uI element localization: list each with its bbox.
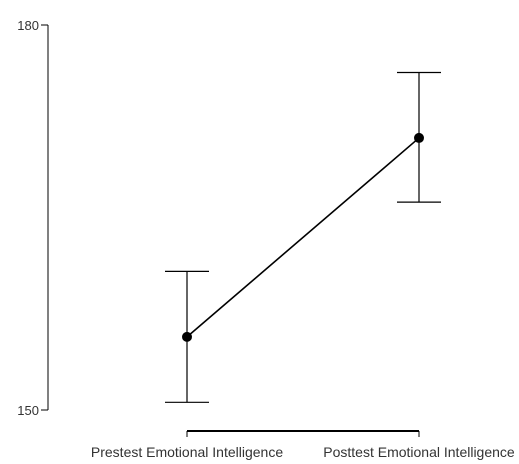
y-tick-label-1: 180: [17, 18, 39, 33]
y-ticks: 150 180: [17, 18, 48, 418]
points: [182, 132, 424, 342]
series-line: [186, 137, 420, 338]
data-point-1: [414, 132, 424, 143]
y-tick-label-0: 150: [17, 403, 39, 418]
x-labels: Prestest Emotional Intelligence Posttest …: [91, 431, 515, 460]
x-category-label-0: Prestest Emotional Intelligence: [91, 444, 283, 460]
x-category-label-1: Posttest Emotional Intelligence: [323, 444, 515, 460]
data-point-0: [182, 331, 192, 342]
